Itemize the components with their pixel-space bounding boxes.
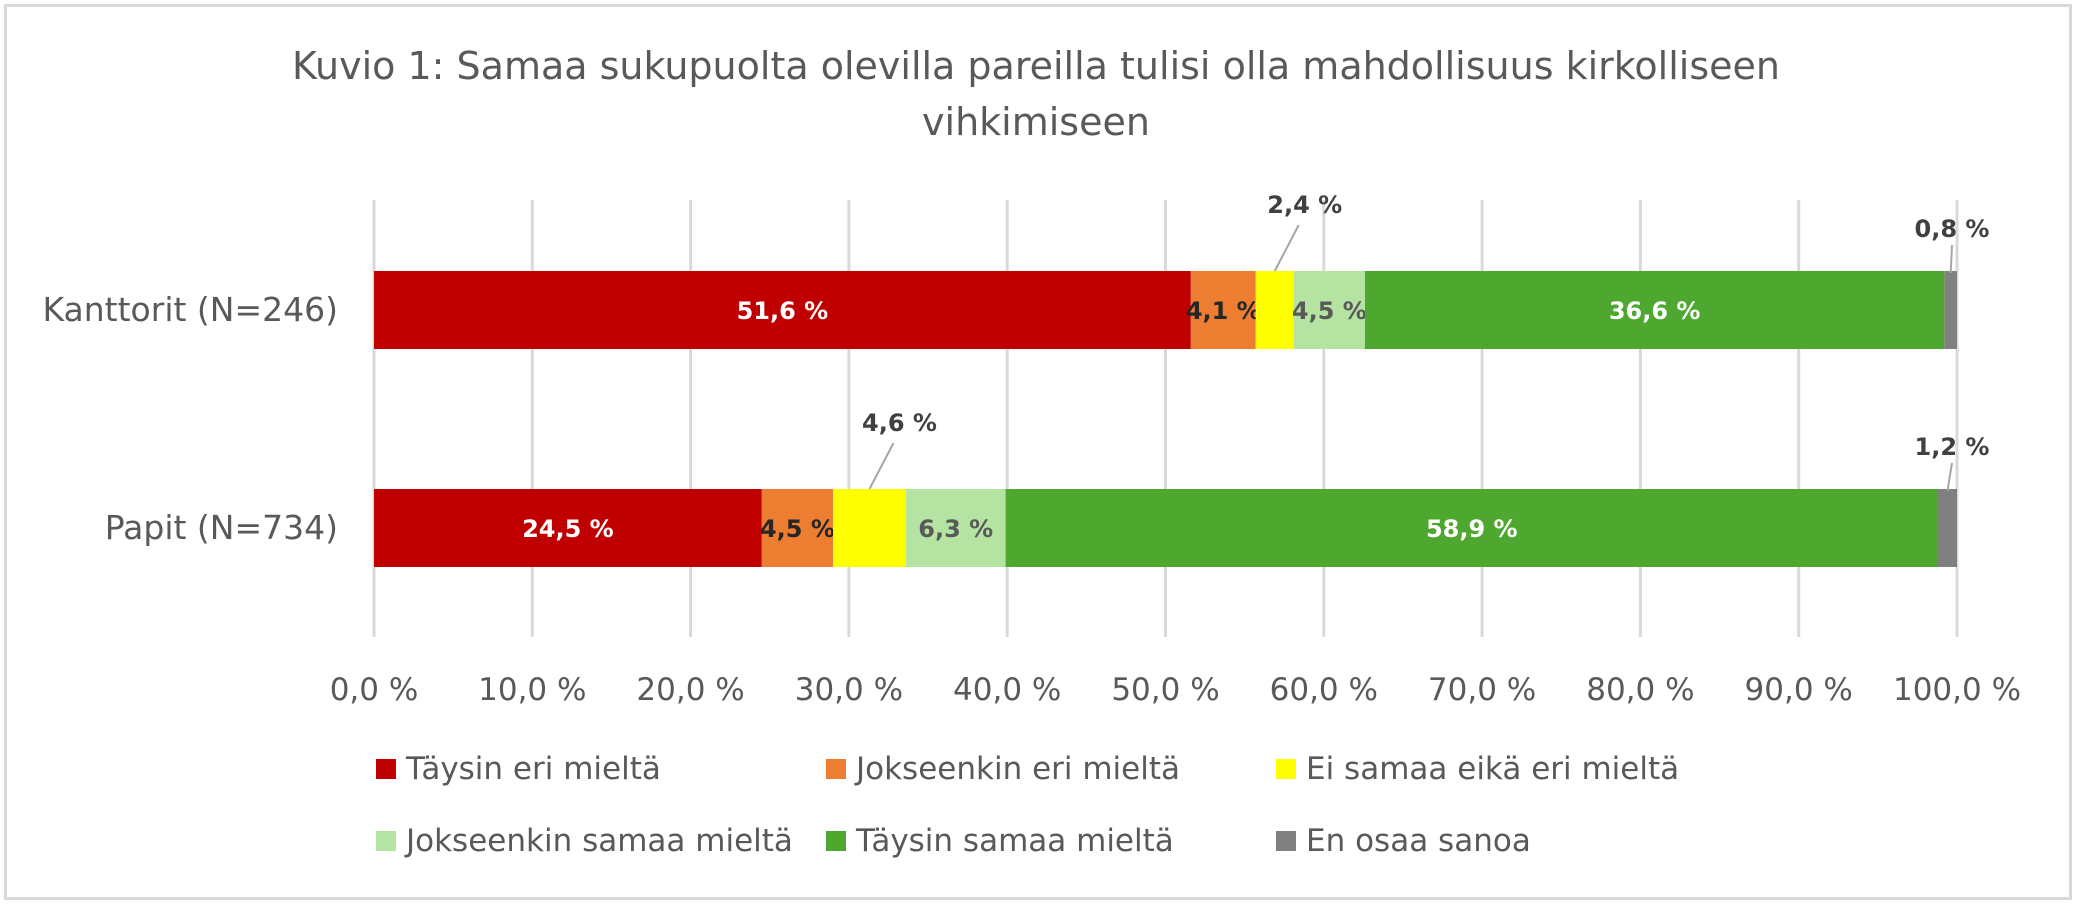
x-tick-label: 10,0 %: [478, 672, 586, 708]
x-tick-label: 40,0 %: [953, 672, 1061, 708]
bar-segment: [1293, 271, 1365, 349]
legend-swatch: [826, 831, 846, 851]
leader-line: [1273, 224, 1300, 272]
data-label: 4,5 %: [1292, 297, 1367, 325]
bar-segment: [1944, 271, 1957, 349]
chart-frame: [4, 4, 2072, 900]
legend-item: Jokseenkin samaa mieltä: [376, 819, 826, 863]
chart-title-line-2: vihkimiseen: [922, 100, 1150, 144]
data-label: 2,4 %: [1267, 191, 1342, 219]
bar-segment: [833, 489, 906, 567]
legend-swatch: [1276, 831, 1296, 851]
data-label: 24,5 %: [522, 515, 614, 543]
x-tick-label: 100,0 %: [1893, 672, 2021, 708]
x-tick-label: 50,0 %: [1111, 672, 1219, 708]
data-label: 6,3 %: [918, 515, 993, 543]
chart-title-line-1: Kuvio 1: Samaa sukupuolta olevilla parei…: [292, 44, 1780, 88]
x-tick-label: 20,0 %: [636, 672, 744, 708]
legend-item: Jokseenkin eri mieltä: [826, 747, 1276, 791]
x-tick-label: 90,0 %: [1745, 672, 1853, 708]
bar-segment: [1255, 271, 1294, 349]
bar-segment: [761, 489, 834, 567]
bar-segment: [1938, 489, 1957, 567]
bar-segment: [374, 489, 762, 567]
legend-label: Jokseenkin eri mieltä: [856, 751, 1181, 787]
legend-item: Ei samaa eikä eri mieltä: [1276, 747, 1726, 791]
data-label: 4,1 %: [1186, 297, 1261, 325]
x-tick-label: 30,0 %: [795, 672, 903, 708]
leader-line: [1946, 462, 1953, 492]
legend-item: Täysin eri mieltä: [376, 747, 826, 791]
legend-label: Ei samaa eikä eri mieltä: [1306, 751, 1680, 787]
bar-segment: [1190, 271, 1256, 349]
legend-label: En osaa sanoa: [1306, 823, 1531, 859]
x-tick-label: 70,0 %: [1428, 672, 1536, 708]
chart-title: Kuvio 1: Samaa sukupuolta olevilla parei…: [0, 38, 2072, 150]
bar-segment: [1364, 271, 1945, 349]
data-label: 51,6 %: [737, 297, 829, 325]
legend-label: Täysin eri mieltä: [406, 751, 661, 787]
category-label: Papit (N=734): [105, 508, 338, 547]
legend-swatch: [376, 759, 396, 779]
legend-item: Täysin samaa mieltä: [826, 819, 1276, 863]
data-label: 58,9 %: [1426, 515, 1518, 543]
category-label: Kanttorit (N=246): [42, 290, 338, 329]
x-tick-label: 80,0 %: [1586, 672, 1694, 708]
chart-legend: Täysin eri mieltä Jokseenkin eri mieltä Ei…: [376, 747, 1876, 863]
x-tick-label: 60,0 %: [1270, 672, 1378, 708]
data-label: 0,8 %: [1915, 215, 1990, 243]
legend-label: Täysin samaa mieltä: [856, 823, 1174, 859]
legend-swatch: [1276, 759, 1296, 779]
legend-swatch: [376, 831, 396, 851]
legend-label: Jokseenkin samaa mieltä: [406, 823, 793, 859]
leader-line: [868, 442, 895, 490]
legend-swatch: [826, 759, 846, 779]
data-label: 1,2 %: [1915, 433, 1990, 461]
x-tick-label: 0,0 %: [330, 672, 419, 708]
bar-segment: [905, 489, 1006, 567]
data-label: 4,5 %: [760, 515, 835, 543]
data-label: 4,6 %: [862, 409, 937, 437]
bar-segment: [1005, 489, 1939, 567]
data-label: 36,6 %: [1609, 297, 1701, 325]
leader-line: [1949, 244, 1953, 274]
bar-segment: [374, 271, 1191, 349]
legend-item: En osaa sanoa: [1276, 819, 1726, 863]
